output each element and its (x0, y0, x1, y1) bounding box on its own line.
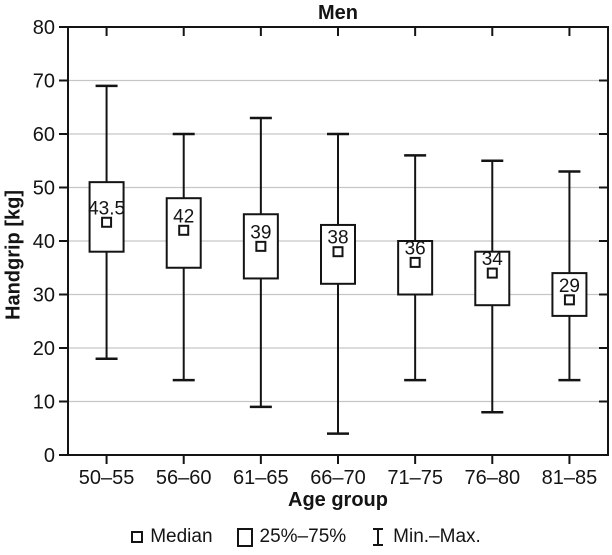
y-tick-label: 70 (33, 71, 55, 93)
quartile-box (551, 272, 588, 317)
median-marker (409, 256, 421, 268)
y-tick-label: 80 (33, 17, 55, 39)
median-value-label: 39 (250, 222, 271, 243)
median-marker (486, 267, 498, 279)
median-marker (332, 246, 344, 258)
quartile-box-icon (236, 527, 253, 547)
y-tick-label: 0 (44, 445, 55, 467)
x-tick-label: 81–85 (542, 467, 598, 489)
chart-title: Men (318, 2, 358, 24)
x-tick-label: 66–70 (310, 467, 366, 489)
y-tick-label: 50 (33, 178, 55, 200)
legend-item-median: Median (131, 526, 213, 548)
y-tick-label: 10 (33, 392, 55, 414)
median-value-label: 38 (327, 228, 348, 249)
legend-item-quartiles: 25%–75% (236, 526, 347, 548)
median-value-label: 43.5 (88, 198, 125, 219)
median-value-label: 36 (405, 238, 426, 259)
legend: Median 25%–75% Min.–Max. (0, 526, 612, 548)
legend-label-quartiles: 25%–75% (259, 526, 347, 547)
median-value-label: 34 (482, 249, 504, 270)
median-marker (101, 216, 113, 228)
y-tick-label: 30 (33, 285, 55, 307)
median-value-label: 42 (173, 206, 194, 227)
x-tick-label: 71–75 (387, 467, 443, 489)
legend-label-median: Median (150, 526, 213, 547)
x-tick-label: 56–60 (156, 467, 212, 489)
legend-label-minmax: Min.–Max. (393, 526, 481, 547)
x-tick-label: 50–55 (79, 467, 135, 489)
median-marker (255, 240, 267, 252)
y-tick-label: 40 (33, 231, 55, 253)
min-max-whisker-icon (373, 528, 384, 546)
x-tick-label: 61–65 (233, 467, 289, 489)
median-marker (563, 294, 575, 306)
x-tick-label: 76–80 (464, 467, 520, 489)
x-axis-title: Age group (288, 489, 388, 511)
median-marker (178, 224, 190, 236)
median-value-label: 29 (559, 276, 580, 297)
y-tick-label: 60 (33, 124, 55, 146)
y-tick-label: 20 (33, 338, 55, 360)
legend-item-minmax: Min.–Max. (370, 526, 481, 548)
median-square-icon (131, 531, 144, 543)
